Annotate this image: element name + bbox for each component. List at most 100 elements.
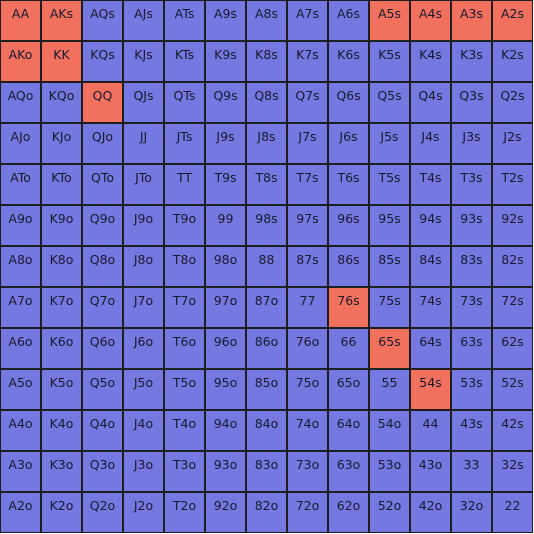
hand-cell-T5s[interactable]: T5s [370, 165, 409, 204]
hand-cell-T2o[interactable]: T2o [165, 493, 204, 532]
hand-cell-J5o[interactable]: J5o [124, 370, 163, 409]
hand-cell-63s[interactable]: 63s [452, 329, 491, 368]
hand-cell-KQs[interactable]: KQs [83, 42, 122, 81]
hand-cell-T7s[interactable]: T7s [288, 165, 327, 204]
hand-cell-KJs[interactable]: KJs [124, 42, 163, 81]
hand-cell-K9s[interactable]: K9s [206, 42, 245, 81]
hand-cell-73o[interactable]: 73o [288, 452, 327, 491]
hand-cell-J7o[interactable]: J7o [124, 288, 163, 327]
hand-cell-JJ[interactable]: JJ [124, 124, 163, 163]
hand-cell-K4s[interactable]: K4s [411, 42, 450, 81]
hand-cell-J9s[interactable]: J9s [206, 124, 245, 163]
hand-cell-94o[interactable]: 94o [206, 411, 245, 450]
hand-cell-A4s[interactable]: A4s [411, 1, 450, 40]
hand-cell-T4s[interactable]: T4s [411, 165, 450, 204]
hand-cell-54s[interactable]: 54s [411, 370, 450, 409]
hand-cell-T3s[interactable]: T3s [452, 165, 491, 204]
hand-cell-98s[interactable]: 98s [247, 206, 286, 245]
hand-cell-AKs[interactable]: AKs [42, 1, 81, 40]
hand-cell-53s[interactable]: 53s [452, 370, 491, 409]
hand-cell-88[interactable]: 88 [247, 247, 286, 286]
hand-cell-QTo[interactable]: QTo [83, 165, 122, 204]
hand-cell-86s[interactable]: 86s [329, 247, 368, 286]
hand-cell-A6o[interactable]: A6o [1, 329, 40, 368]
hand-cell-K7o[interactable]: K7o [42, 288, 81, 327]
hand-cell-QJs[interactable]: QJs [124, 83, 163, 122]
hand-cell-Q8o[interactable]: Q8o [83, 247, 122, 286]
hand-cell-TT[interactable]: TT [165, 165, 204, 204]
hand-cell-43o[interactable]: 43o [411, 452, 450, 491]
hand-cell-Q9s[interactable]: Q9s [206, 83, 245, 122]
hand-cell-Q4s[interactable]: Q4s [411, 83, 450, 122]
hand-cell-93o[interactable]: 93o [206, 452, 245, 491]
hand-cell-74o[interactable]: 74o [288, 411, 327, 450]
hand-cell-J8o[interactable]: J8o [124, 247, 163, 286]
hand-cell-AJs[interactable]: AJs [124, 1, 163, 40]
hand-cell-A2s[interactable]: A2s [493, 1, 532, 40]
hand-cell-A3o[interactable]: A3o [1, 452, 40, 491]
hand-cell-63o[interactable]: 63o [329, 452, 368, 491]
hand-cell-62s[interactable]: 62s [493, 329, 532, 368]
hand-cell-K2o[interactable]: K2o [42, 493, 81, 532]
hand-cell-Q5o[interactable]: Q5o [83, 370, 122, 409]
hand-cell-73s[interactable]: 73s [452, 288, 491, 327]
hand-cell-K5o[interactable]: K5o [42, 370, 81, 409]
hand-cell-62o[interactable]: 62o [329, 493, 368, 532]
hand-cell-54o[interactable]: 54o [370, 411, 409, 450]
hand-cell-K9o[interactable]: K9o [42, 206, 81, 245]
hand-cell-82o[interactable]: 82o [247, 493, 286, 532]
hand-cell-A9o[interactable]: A9o [1, 206, 40, 245]
hand-cell-42s[interactable]: 42s [493, 411, 532, 450]
hand-cell-85s[interactable]: 85s [370, 247, 409, 286]
hand-cell-92o[interactable]: 92o [206, 493, 245, 532]
hand-cell-66[interactable]: 66 [329, 329, 368, 368]
hand-cell-K6o[interactable]: K6o [42, 329, 81, 368]
hand-cell-52s[interactable]: 52s [493, 370, 532, 409]
hand-cell-K3o[interactable]: K3o [42, 452, 81, 491]
hand-cell-J3o[interactable]: J3o [124, 452, 163, 491]
hand-cell-42o[interactable]: 42o [411, 493, 450, 532]
hand-cell-96o[interactable]: 96o [206, 329, 245, 368]
hand-cell-J2o[interactable]: J2o [124, 493, 163, 532]
hand-cell-44[interactable]: 44 [411, 411, 450, 450]
hand-cell-JTs[interactable]: JTs [165, 124, 204, 163]
hand-cell-JTo[interactable]: JTo [124, 165, 163, 204]
hand-cell-33[interactable]: 33 [452, 452, 491, 491]
hand-cell-T7o[interactable]: T7o [165, 288, 204, 327]
hand-cell-72s[interactable]: 72s [493, 288, 532, 327]
hand-cell-J2s[interactable]: J2s [493, 124, 532, 163]
hand-cell-KQo[interactable]: KQo [42, 83, 81, 122]
hand-cell-Q2s[interactable]: Q2s [493, 83, 532, 122]
hand-cell-AKo[interactable]: AKo [1, 42, 40, 81]
hand-cell-82s[interactable]: 82s [493, 247, 532, 286]
hand-cell-Q9o[interactable]: Q9o [83, 206, 122, 245]
hand-cell-87o[interactable]: 87o [247, 288, 286, 327]
hand-cell-KJo[interactable]: KJo [42, 124, 81, 163]
hand-cell-J6s[interactable]: J6s [329, 124, 368, 163]
hand-cell-QTs[interactable]: QTs [165, 83, 204, 122]
hand-cell-A7o[interactable]: A7o [1, 288, 40, 327]
hand-cell-J6o[interactable]: J6o [124, 329, 163, 368]
hand-cell-AA[interactable]: AA [1, 1, 40, 40]
hand-cell-T2s[interactable]: T2s [493, 165, 532, 204]
hand-cell-72o[interactable]: 72o [288, 493, 327, 532]
hand-cell-J8s[interactable]: J8s [247, 124, 286, 163]
hand-cell-77[interactable]: 77 [288, 288, 327, 327]
hand-cell-K6s[interactable]: K6s [329, 42, 368, 81]
hand-cell-J7s[interactable]: J7s [288, 124, 327, 163]
hand-cell-K2s[interactable]: K2s [493, 42, 532, 81]
hand-cell-92s[interactable]: 92s [493, 206, 532, 245]
hand-cell-T8s[interactable]: T8s [247, 165, 286, 204]
hand-cell-J4s[interactable]: J4s [411, 124, 450, 163]
hand-cell-76s[interactable]: 76s [329, 288, 368, 327]
hand-cell-Q6o[interactable]: Q6o [83, 329, 122, 368]
hand-cell-K8o[interactable]: K8o [42, 247, 81, 286]
hand-cell-95o[interactable]: 95o [206, 370, 245, 409]
hand-cell-AJo[interactable]: AJo [1, 124, 40, 163]
hand-cell-T6o[interactable]: T6o [165, 329, 204, 368]
hand-cell-83s[interactable]: 83s [452, 247, 491, 286]
hand-cell-Q6s[interactable]: Q6s [329, 83, 368, 122]
hand-cell-A9s[interactable]: A9s [206, 1, 245, 40]
hand-cell-93s[interactable]: 93s [452, 206, 491, 245]
hand-cell-Q7o[interactable]: Q7o [83, 288, 122, 327]
